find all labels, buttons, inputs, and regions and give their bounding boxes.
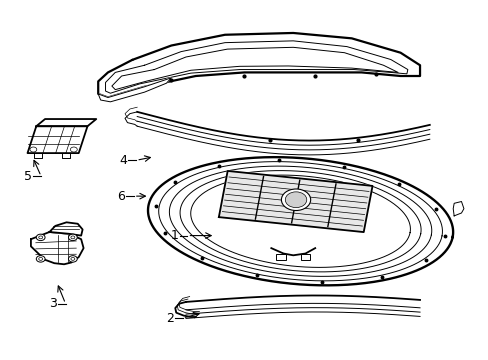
Polygon shape: [27, 126, 87, 153]
Circle shape: [71, 257, 75, 260]
Text: 5: 5: [24, 170, 32, 183]
Polygon shape: [98, 78, 171, 102]
Text: 2: 2: [165, 311, 173, 325]
Circle shape: [39, 257, 42, 260]
Text: 6: 6: [117, 190, 125, 203]
Polygon shape: [452, 202, 463, 216]
Circle shape: [68, 256, 77, 262]
Polygon shape: [36, 119, 96, 126]
Circle shape: [39, 236, 42, 239]
Polygon shape: [219, 171, 372, 232]
Text: 4: 4: [120, 154, 127, 167]
Polygon shape: [105, 41, 407, 93]
Polygon shape: [49, 222, 82, 235]
Text: 1: 1: [170, 229, 178, 242]
Circle shape: [70, 147, 77, 152]
Text: 3: 3: [49, 297, 57, 310]
Polygon shape: [31, 232, 83, 264]
Circle shape: [71, 236, 75, 239]
Circle shape: [285, 192, 306, 208]
Circle shape: [281, 189, 310, 211]
Polygon shape: [148, 157, 452, 285]
Circle shape: [68, 234, 77, 240]
Circle shape: [36, 256, 45, 262]
Circle shape: [30, 147, 37, 152]
Circle shape: [36, 234, 45, 240]
Bar: [276, 253, 285, 260]
Polygon shape: [98, 33, 419, 98]
Bar: [300, 253, 310, 260]
